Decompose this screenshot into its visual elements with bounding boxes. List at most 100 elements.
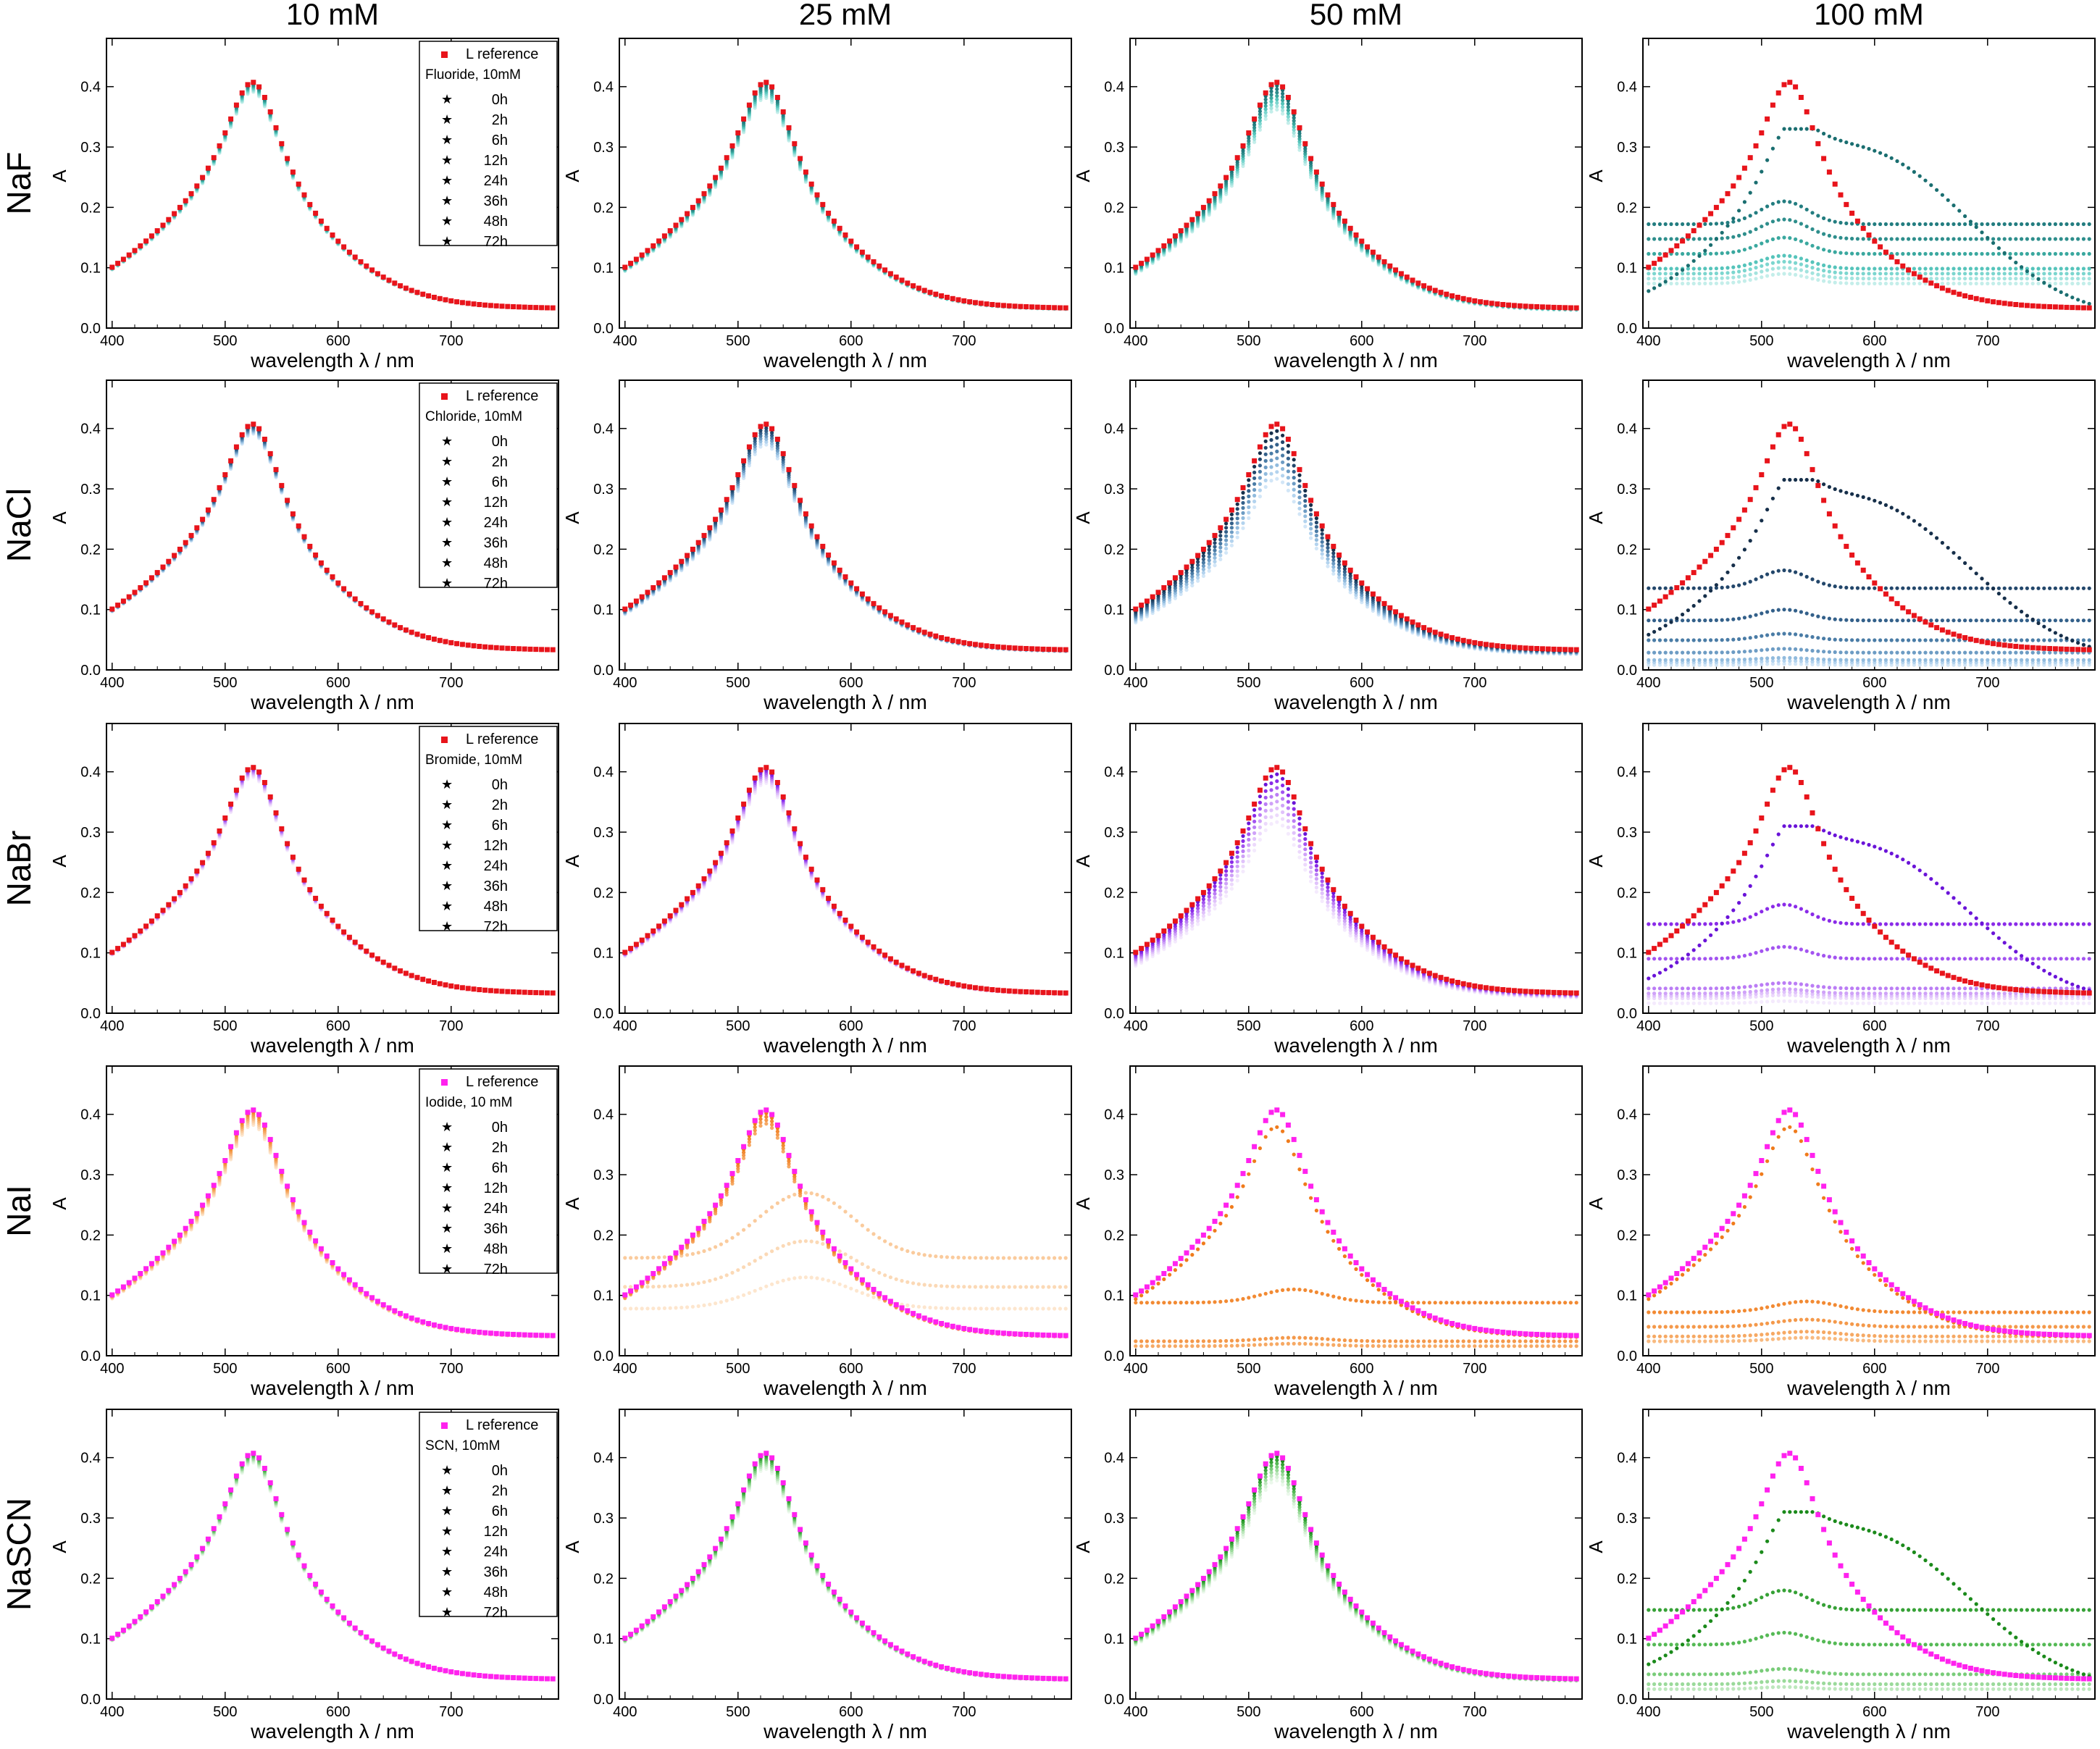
data-point [1275,91,1279,95]
data-point [1850,142,1854,146]
data-point [1980,230,1984,235]
data-point [2042,251,2046,256]
reference-point [448,298,454,303]
reference-point [228,116,234,122]
reference-point [729,485,735,490]
reference-point [369,609,375,615]
reference-point [172,211,177,217]
data-point [1861,267,1865,271]
data-point [1731,265,1736,269]
reference-point [1685,233,1691,239]
data-point [1940,193,1944,197]
data-point [1691,259,1696,263]
x-axis-label: wavelength λ / nm [250,691,414,713]
data-point [2053,251,2057,256]
reference-point [1894,259,1900,264]
data-point [1297,500,1302,506]
data-point [1996,277,2001,281]
row-title: NaCl [0,488,38,562]
data-point [1714,281,1718,285]
data-point [1754,271,1758,275]
reference-point [307,201,313,207]
data-point [1996,272,2001,276]
reference-point [882,609,888,615]
reference-point [1195,211,1201,217]
data-point [1258,476,1262,480]
data-point [1963,222,1967,227]
reference-point [933,633,939,639]
data-point [1794,255,1798,259]
reference-point [154,228,160,234]
data-point [1838,266,1843,270]
reference-point [426,293,432,298]
data-point [1804,275,1809,280]
y-tick-label: 0.0 [1617,321,1637,337]
data-point [1794,219,1798,224]
data-point [1799,256,1803,261]
reference-point [482,644,488,650]
data-point [1923,237,1928,241]
data-point [1889,272,1894,276]
reference-point [386,277,392,283]
reference-point [1052,305,1058,311]
data-point [1810,266,1815,270]
reference-point [1189,217,1195,222]
data-point [1957,222,1962,227]
y-tick-label: 0.3 [1104,140,1124,156]
row-title: NaI [0,1185,38,1237]
data-point [1657,272,1662,276]
reference-point [1410,277,1415,283]
reference-point [1223,175,1229,180]
data-point [2087,277,2091,281]
data-point [2053,237,2057,241]
reference-point [109,606,115,612]
data-point [1709,237,1713,241]
data-point [1986,281,1990,286]
data-series [1134,101,1578,311]
reference-point [2075,305,2081,311]
data-point [1923,222,1928,227]
reference-point [893,616,899,622]
x-axis-label: wavelength λ / nm [763,691,927,713]
data-point [1952,281,1956,286]
data-point [1725,235,1730,240]
reference-point [972,300,978,306]
reference-point [1172,233,1178,239]
reference-point [1342,218,1347,224]
data-point [1709,272,1713,276]
data-point [1760,225,1764,229]
data-point [1833,280,1837,285]
reference-point [1404,274,1410,280]
reference-point [1759,130,1765,135]
x-tick-label: 700 [1463,675,1486,691]
data-point [1765,268,1770,272]
data-point [1850,276,1854,280]
data-point [1850,271,1854,276]
reference-point [1646,264,1652,270]
data-point [1691,251,1696,256]
legend-entry: 2h [492,112,508,128]
data-point [1675,277,1679,281]
data-point [1929,277,1933,281]
data-point [1218,553,1223,558]
data-point [2070,222,2075,227]
data-point [1963,281,1967,286]
reference-point [911,283,916,289]
data-point [2008,267,2012,271]
x-tick-label: 700 [439,333,463,349]
data-point [1838,235,1843,240]
data-point [1980,237,1984,241]
reference-point [718,507,724,513]
reference-point [516,646,522,652]
plot-frame [1129,38,1583,329]
data-point [1917,174,1922,178]
reference-point [409,288,414,293]
data-point [1765,274,1770,278]
reference-point [239,432,245,437]
data-point [1675,222,1679,227]
reference-point [1029,304,1034,310]
data-point [2002,272,2007,276]
y-tick-label: 0.3 [593,482,614,498]
data-point [1883,277,1888,281]
